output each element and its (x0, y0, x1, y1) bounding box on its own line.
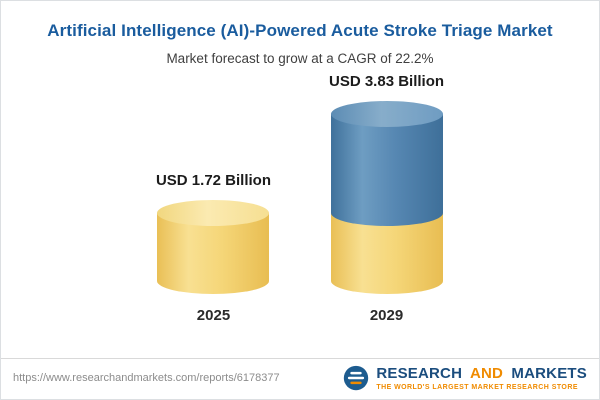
chart-subtitle: Market forecast to grow at a CAGR of 22.… (166, 51, 434, 66)
cylinder-2025 (157, 200, 270, 294)
value-label-2025: USD 1.72 Billion (155, 172, 271, 189)
cylinder-2029-top-ellipse (330, 101, 443, 127)
cylinder-2025-body (157, 213, 270, 294)
source-url: https://www.researchandmarkets.com/repor… (13, 372, 280, 384)
header: Artificial Intelligence (AI)-Powered Acu… (1, 1, 599, 66)
bar-chart: USD 1.72 Billion 2025 USD 3.83 Billion 2… (1, 72, 599, 324)
brand-word-and: AND (469, 365, 504, 382)
cylinder-2029-base-segment (330, 213, 443, 294)
brand-text: RESEARCH AND MARKETS THE WORLD'S LARGEST… (376, 365, 587, 391)
brand-tagline: THE WORLD'S LARGEST MARKET RESEARCH STOR… (376, 384, 578, 391)
cylinder-2029-growth-segment (330, 114, 443, 213)
chart-title: Artificial Intelligence (AI)-Powered Acu… (47, 21, 553, 40)
cylinder-2029-seam (330, 200, 443, 226)
axis-label-2029: 2029 (369, 307, 404, 324)
brand-word-research: RESEARCH (376, 365, 463, 382)
value-label-2029: USD 3.83 Billion (329, 73, 445, 90)
bar-group-2029: USD 3.83 Billion 2029 (329, 73, 444, 324)
footer: https://www.researchandmarkets.com/repor… (1, 358, 599, 399)
bar-group-2025: USD 1.72 Billion 2025 (156, 172, 271, 324)
axis-label-2025: 2025 (196, 307, 231, 324)
brand-logo-icon (343, 365, 369, 391)
cylinder-2029 (330, 101, 443, 294)
cylinder-2025-top-ellipse (157, 200, 270, 226)
brand-name: RESEARCH AND MARKETS (376, 365, 587, 382)
brand-logo: RESEARCH AND MARKETS THE WORLD'S LARGEST… (343, 365, 587, 391)
brand-word-markets: MARKETS (511, 365, 587, 382)
